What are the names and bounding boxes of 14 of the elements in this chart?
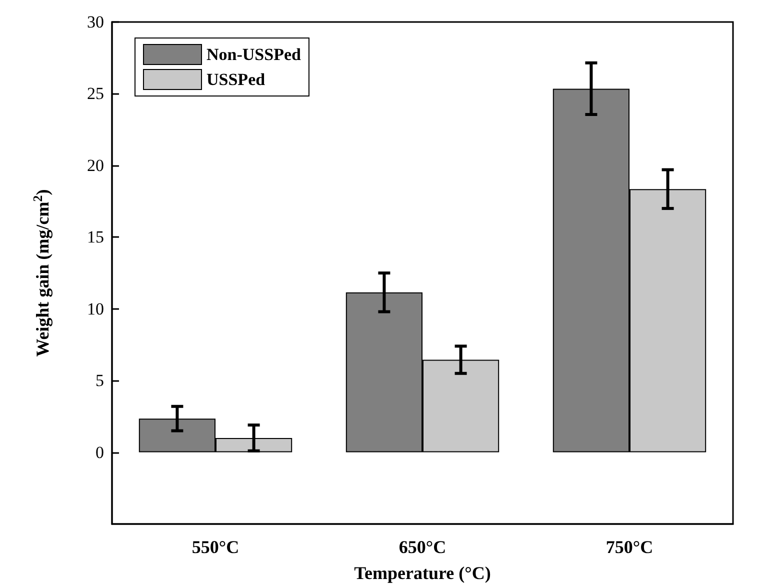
y-axis-title: Weight gain (mg/cm2) — [30, 189, 52, 357]
legend-label: USSPed — [206, 70, 266, 89]
y-tick-label: 20 — [87, 156, 104, 175]
y-tick-label: 5 — [96, 371, 104, 390]
y-tick-label: 0 — [96, 442, 104, 462]
legend-label: Non-USSPed — [206, 45, 302, 64]
y-tick-label: 25 — [87, 84, 104, 104]
x-axis-title: Temperature (°C) — [354, 563, 491, 583]
x-tick-label: 650°C — [398, 537, 446, 557]
x-tick-label: 750°C — [606, 537, 654, 557]
y-tick-label: 30 — [87, 12, 104, 32]
y-tick-label: 10 — [87, 299, 104, 318]
x-tick-label: 550°C — [192, 537, 240, 557]
y-tick-label: 15 — [87, 228, 104, 247]
